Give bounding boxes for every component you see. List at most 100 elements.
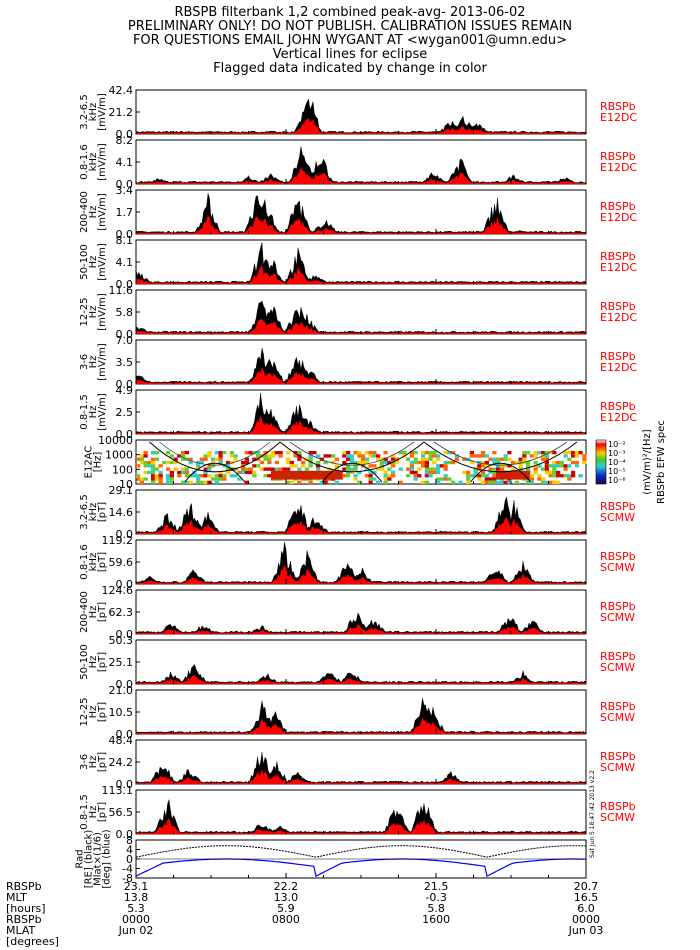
spectrogram-cell — [398, 480, 403, 484]
instrument-label: RBSPb — [600, 750, 636, 763]
cyclotron-curve — [184, 462, 246, 483]
panel-frame — [135, 389, 587, 435]
panel-frame — [135, 289, 587, 335]
signal-average — [135, 674, 587, 685]
spectrogram-cell — [154, 467, 159, 471]
spectrogram-cell — [181, 454, 186, 458]
spectrogram-cell — [139, 480, 144, 484]
spectrogram-cell — [154, 451, 159, 455]
signal-envelope — [135, 242, 587, 285]
spectrogram-cell — [346, 474, 351, 478]
spectrogram-cell — [308, 464, 313, 468]
spectrogram-cell — [207, 474, 212, 478]
radial-distance-line — [135, 845, 587, 858]
spectrogram-cell — [443, 460, 448, 465]
spectrogram-cell — [526, 470, 531, 480]
spectrogram-cell — [578, 474, 583, 478]
spectrogram-cell — [481, 470, 486, 475]
y-tick-label: 0.0 — [116, 828, 134, 841]
spectrogram-cell — [158, 480, 163, 484]
y-tick-label: 50.3 — [109, 634, 134, 647]
spectrogram-cell — [552, 480, 557, 484]
spectrogram-cell — [451, 480, 456, 484]
spectrogram-cell — [289, 480, 294, 484]
spectrogram-cell — [469, 454, 474, 458]
spectrogram-cell — [447, 451, 452, 455]
spectrogram-cell — [274, 460, 279, 465]
spectrogram-cell — [499, 470, 504, 480]
spectrogram-cell — [274, 470, 279, 480]
spectrogram-cell — [559, 474, 564, 478]
spectrogram-cell — [451, 460, 456, 465]
spectrogram-cell — [507, 464, 512, 468]
y-axis-label: [Hz] — [93, 452, 104, 473]
spectrogram-cell — [436, 470, 441, 475]
spectrogram-cell — [541, 451, 546, 455]
spectrogram-cell — [473, 470, 478, 475]
colorbar-tick-label: 10⁻³ — [608, 449, 626, 458]
spectrogram-cell — [301, 464, 306, 468]
signal-envelope — [135, 799, 587, 835]
spectrogram-cell — [267, 467, 272, 471]
spectrogram-cell — [458, 480, 463, 484]
spectrogram-cell — [196, 464, 201, 468]
y-tick-label: 0.0 — [116, 728, 134, 741]
spectrogram-cell — [222, 451, 227, 455]
spectrogram-cell — [166, 451, 171, 455]
spectrogram-cell — [421, 464, 426, 468]
spectrogram-cell — [357, 460, 362, 465]
spectrogram-cell — [169, 477, 174, 481]
cyclotron-curve — [159, 441, 271, 466]
spectrogram-cell — [563, 451, 568, 455]
y-axis-label: Hz — [88, 256, 99, 269]
spectrogram-cell — [563, 474, 568, 478]
spectrogram-cell — [406, 457, 411, 461]
spectrogram-cell — [181, 480, 186, 484]
spectrogram-cell — [282, 467, 287, 471]
spectrogram-cell — [301, 470, 306, 480]
colorbar-tick-label: 10⁻⁵ — [608, 467, 626, 476]
spectrogram-cell — [417, 474, 422, 478]
spectrogram-cell — [439, 464, 444, 468]
spectrogram-cell — [147, 464, 152, 468]
spectrogram-cell — [379, 467, 384, 471]
spectrogram-cell — [207, 454, 212, 458]
spectrogram-cell — [477, 464, 482, 468]
spectrogram-cell — [387, 474, 392, 478]
spectrogram-cell — [368, 470, 373, 475]
signal-average — [135, 166, 587, 185]
spectrogram-cell — [436, 480, 441, 484]
spectrogram-cell — [199, 480, 204, 484]
spectrogram-cell — [252, 451, 257, 455]
cyclotron-curve — [321, 462, 383, 483]
instrument-label: SCMW — [600, 761, 635, 774]
spectrogram-cell — [391, 474, 396, 478]
spectrogram-cell — [556, 474, 561, 478]
spectrogram-cell — [379, 460, 384, 465]
y-axis-label: [mV/m] — [97, 193, 108, 231]
spectrogram-cell — [267, 460, 272, 465]
spectrogram-cell — [398, 467, 403, 471]
y-axis-label: Hz — [88, 206, 99, 219]
signal-average — [135, 624, 587, 635]
spectrogram-cell — [143, 464, 148, 468]
cyclotron-curve — [149, 441, 281, 473]
instrument-label: SCMW — [600, 561, 635, 574]
spectrogram-cell — [488, 467, 493, 471]
spectrogram-cell — [331, 454, 336, 458]
spectrogram-cell — [203, 474, 208, 478]
x-axis-value: 13.8 — [124, 891, 149, 904]
spectrogram-cell — [342, 467, 347, 471]
spectrogram-cell — [181, 467, 186, 471]
spectrogram-cell — [567, 457, 572, 461]
y-tick-label: 0.0 — [116, 528, 134, 541]
spectrogram-cell — [462, 470, 467, 475]
spectrogram-cell — [556, 470, 561, 475]
spectrogram-cell — [199, 457, 204, 461]
spectrogram-cell — [181, 457, 186, 461]
spectrogram-cell — [286, 451, 291, 455]
y-axis-label: [pT] — [97, 602, 108, 622]
